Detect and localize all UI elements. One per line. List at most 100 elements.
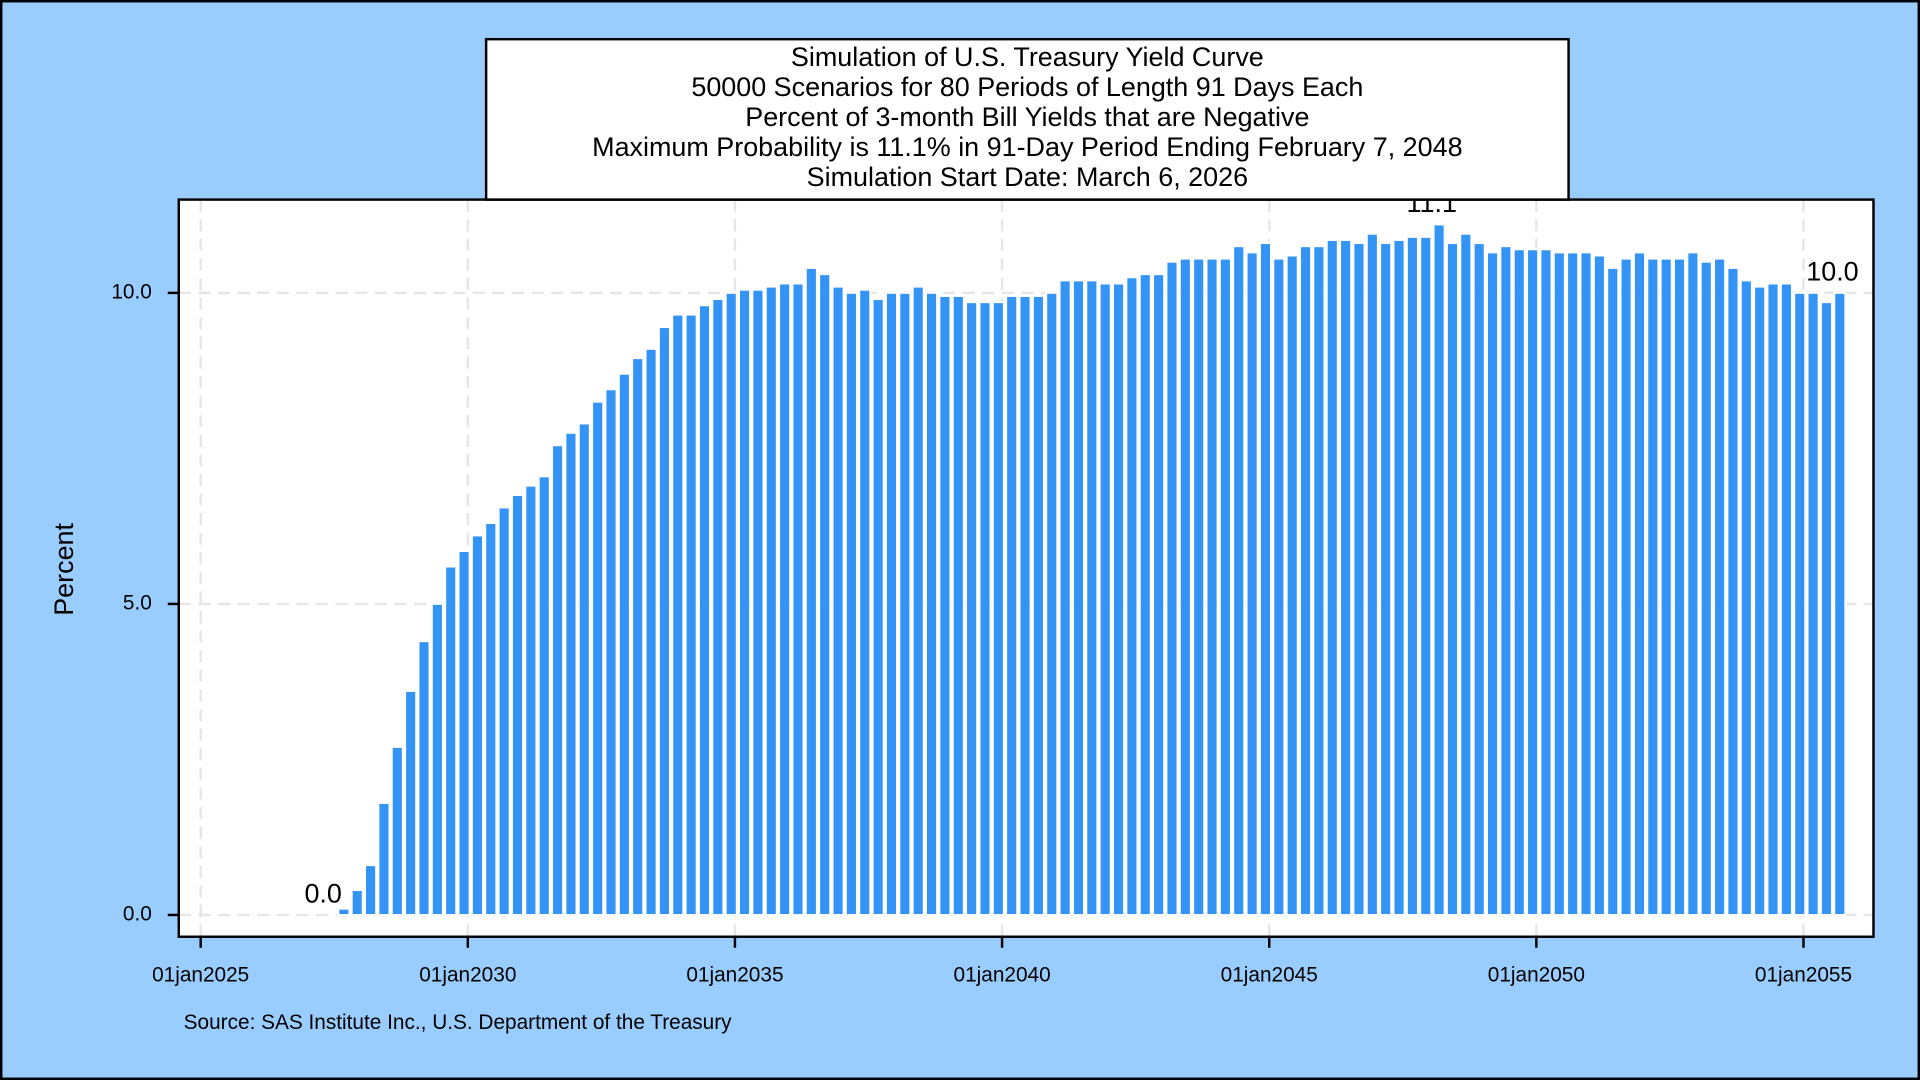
bar — [1806, 291, 1820, 916]
x-tick-label: 01jan2050 — [1488, 963, 1585, 986]
bar — [1739, 279, 1753, 916]
bar — [1406, 235, 1419, 916]
bar — [738, 288, 751, 916]
bar — [1272, 257, 1286, 916]
bar — [1552, 251, 1566, 916]
bar — [644, 347, 658, 916]
title-line: Maximum Probability is 11.1% in 91-Day P… — [592, 132, 1462, 162]
bar — [564, 431, 578, 916]
bar — [898, 291, 912, 916]
bar — [1058, 279, 1072, 916]
bar — [1259, 242, 1272, 916]
bar — [1833, 291, 1847, 916]
title-line: Simulation of U.S. Treasury Yield Curve — [791, 42, 1264, 72]
title-line: 50000 Scenarios for 80 Periods of Length… — [691, 72, 1363, 102]
bar — [1392, 239, 1406, 916]
title-line: Simulation Start Date: March 6, 2026 — [807, 162, 1248, 192]
bar — [1726, 267, 1740, 916]
bar — [1566, 251, 1580, 916]
bar — [471, 534, 484, 916]
bar — [764, 285, 778, 916]
bar — [791, 282, 805, 916]
bar — [1138, 273, 1152, 916]
bar — [1205, 257, 1219, 916]
bar — [430, 603, 444, 916]
bar — [604, 388, 618, 916]
bar — [1125, 276, 1139, 916]
bar — [1472, 242, 1486, 916]
bar — [1325, 239, 1339, 916]
bar — [1178, 257, 1192, 916]
bar — [457, 550, 471, 916]
bar — [1045, 291, 1059, 916]
bar — [537, 475, 551, 916]
bar — [404, 690, 418, 916]
bar — [724, 291, 738, 916]
bar — [845, 291, 858, 916]
bar — [1673, 257, 1686, 916]
bar — [1713, 257, 1726, 916]
title-frame — [484, 37, 1570, 201]
bar — [818, 273, 832, 916]
bar — [417, 640, 431, 916]
x-tick-label: 01jan2035 — [686, 963, 783, 986]
x-tick-label: 01jan2055 — [1755, 963, 1852, 986]
bar — [1312, 245, 1326, 916]
bar — [1085, 279, 1099, 916]
bar — [524, 484, 538, 916]
bar — [591, 400, 605, 916]
bar — [497, 506, 511, 916]
bar — [1245, 251, 1259, 916]
bar — [1619, 257, 1633, 916]
bar — [364, 864, 377, 916]
bar — [1659, 257, 1673, 916]
bar — [1432, 223, 1446, 916]
bar — [885, 291, 898, 916]
bar — [684, 313, 698, 916]
bar — [1446, 242, 1459, 916]
bar — [871, 298, 885, 916]
bar — [1820, 301, 1833, 916]
bar — [631, 357, 645, 916]
x-tick-label: 01jan2030 — [419, 963, 516, 986]
bar — [1352, 242, 1366, 916]
bar — [1339, 239, 1353, 916]
bar — [1098, 282, 1112, 916]
bar — [390, 746, 404, 916]
bar — [1018, 295, 1032, 916]
bar — [751, 288, 765, 916]
value-label: 10.0 — [1806, 256, 1858, 286]
value-labels: 0.011.110.0 — [304, 188, 1858, 908]
bar — [938, 295, 952, 916]
bar — [1499, 245, 1513, 916]
bar — [951, 295, 965, 916]
bar — [1419, 235, 1433, 916]
bar — [1753, 285, 1767, 916]
bar — [1779, 282, 1793, 916]
y-tick-label: 0.0 — [123, 902, 152, 925]
bar — [617, 372, 631, 916]
bar — [1379, 242, 1393, 916]
bar — [965, 301, 979, 916]
bar — [1005, 295, 1019, 916]
bar — [778, 282, 792, 916]
bar — [1486, 251, 1499, 916]
bar — [1232, 245, 1246, 916]
bar — [698, 304, 711, 916]
title-box: Simulation of U.S. Treasury Yield Curve5… — [484, 37, 1570, 201]
y-tick-label: 10.0 — [111, 280, 151, 303]
bar — [511, 494, 524, 916]
bar — [831, 285, 845, 916]
value-label: 0.0 — [304, 878, 341, 908]
bar — [1152, 273, 1166, 916]
axes: 0.0 5.0 10.0 01jan2025 01jan2030 01jan2035 01j… — [111, 280, 1852, 986]
bar — [991, 301, 1005, 916]
bar — [337, 907, 351, 916]
bar — [1539, 248, 1553, 916]
bar — [978, 301, 992, 916]
bar — [1285, 254, 1299, 916]
bar — [444, 565, 458, 916]
title-line: Percent of 3-month Bill Yields that are … — [745, 102, 1309, 132]
